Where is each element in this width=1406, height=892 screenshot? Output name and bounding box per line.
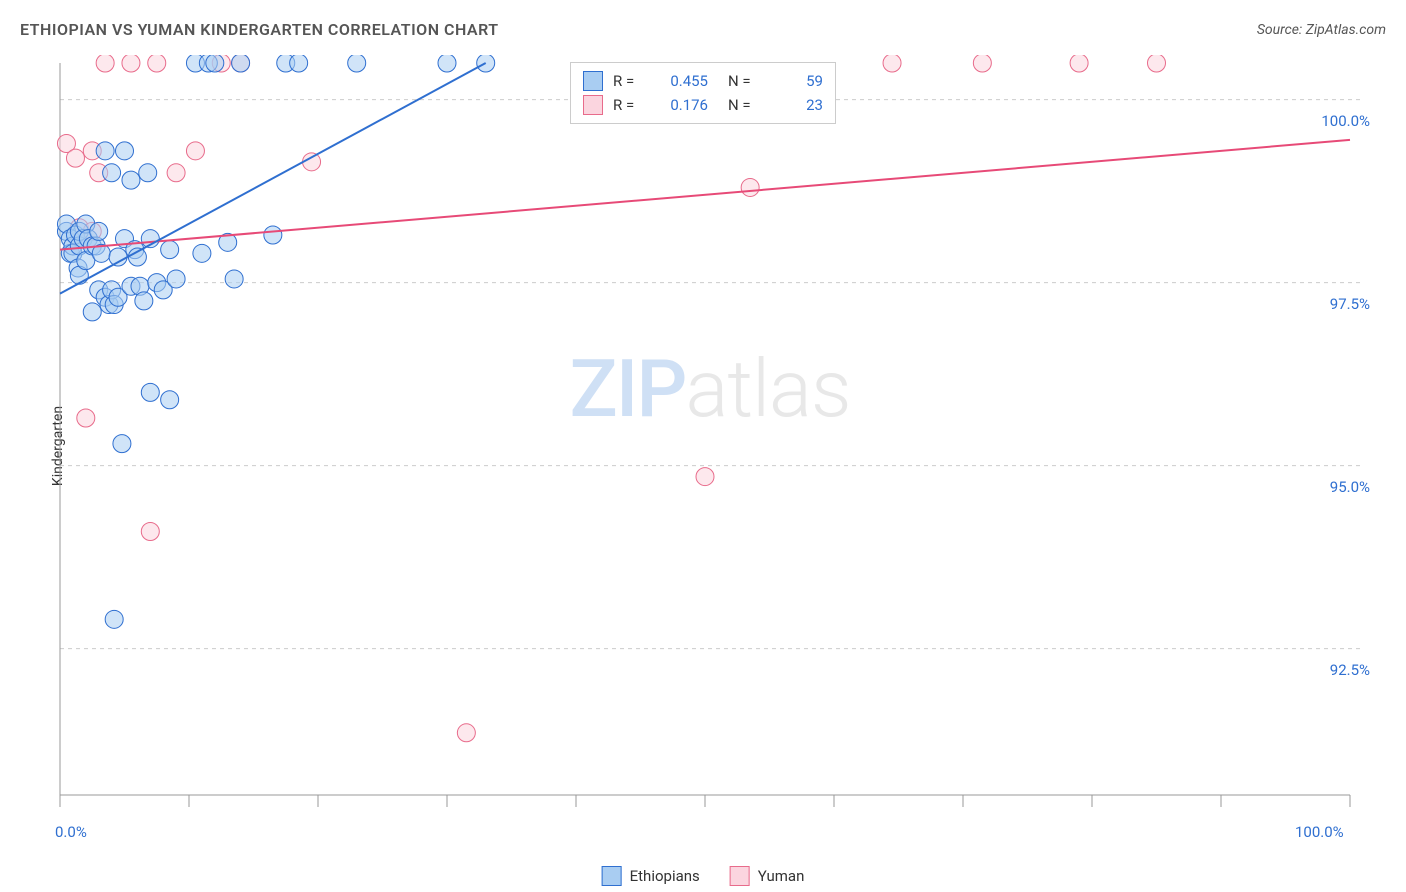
legend-series-item: Yuman bbox=[730, 866, 805, 886]
x-tick-label: 100.0% bbox=[1295, 823, 1344, 841]
legend-series-label: Ethiopians bbox=[630, 867, 700, 885]
legend-r-label: R = bbox=[613, 96, 643, 114]
legend-series: Ethiopians Yuman bbox=[602, 866, 805, 886]
legend-stat-row: R = 0.176 N = 23 bbox=[583, 93, 823, 117]
x-tick-label: 0.0% bbox=[55, 823, 87, 841]
legend-swatch bbox=[730, 866, 750, 886]
source-text: Source: ZipAtlas.com bbox=[1257, 22, 1386, 38]
legend-n-label: N = bbox=[728, 72, 758, 90]
legend-r-value: 0.176 bbox=[653, 96, 708, 114]
legend-stat-row: R = 0.455 N = 59 bbox=[583, 69, 823, 93]
plot-area: ZIPatlas 92.5%95.0%97.5%100.0% 0.0%100.0… bbox=[50, 55, 1370, 815]
legend-n-label: N = bbox=[728, 96, 758, 114]
y-tick-label: 97.5% bbox=[1330, 295, 1370, 313]
y-tick-label: 95.0% bbox=[1330, 478, 1370, 496]
chart-title: ETHIOPIAN VS YUMAN KINDERGARTEN CORRELAT… bbox=[20, 20, 499, 39]
legend-swatch bbox=[583, 71, 603, 91]
legend-r-label: R = bbox=[613, 72, 643, 90]
legend-swatch bbox=[583, 95, 603, 115]
legend-series-item: Ethiopians bbox=[602, 866, 700, 886]
y-tick-label: 100.0% bbox=[1321, 112, 1370, 130]
legend-n-value: 23 bbox=[768, 96, 823, 114]
legend-stats: R = 0.455 N = 59 R = 0.176 N = 23 bbox=[570, 62, 836, 124]
legend-r-value: 0.455 bbox=[653, 72, 708, 90]
y-tick-label: 92.5% bbox=[1330, 661, 1370, 679]
scatter-chart bbox=[50, 55, 1370, 815]
legend-n-value: 59 bbox=[768, 72, 823, 90]
legend-series-label: Yuman bbox=[758, 867, 805, 885]
legend-swatch bbox=[602, 866, 622, 886]
